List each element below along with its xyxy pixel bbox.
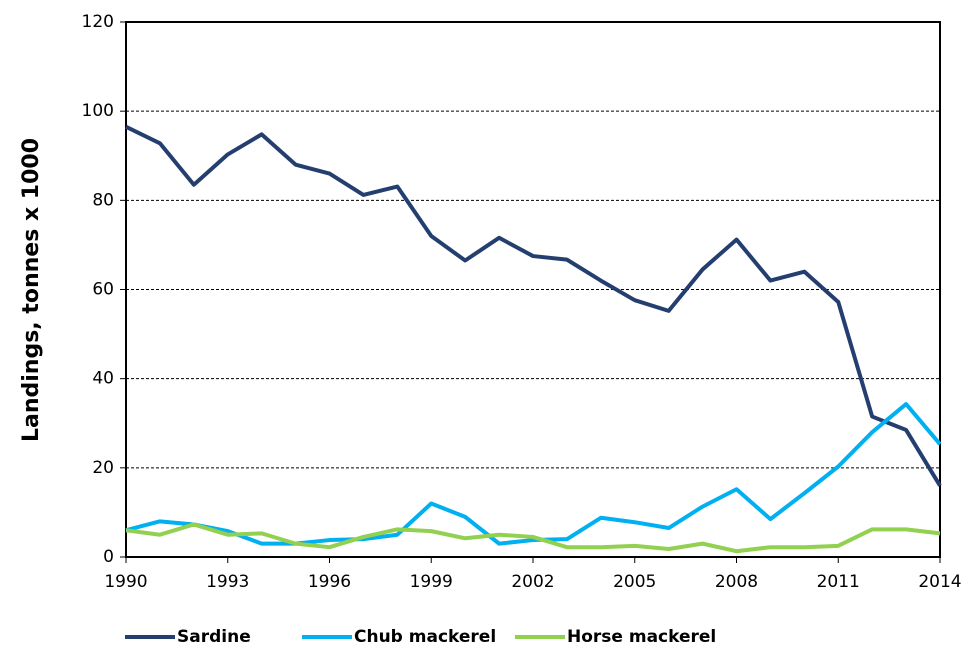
y-tick-label: 20 <box>92 458 114 478</box>
y-tick-label: 120 <box>82 12 114 32</box>
plot-frame <box>125 21 941 558</box>
y-tick-label: 60 <box>92 280 114 300</box>
series-line <box>125 124 942 487</box>
x-tick-label: 2011 <box>817 572 860 592</box>
x-tick-label: 2014 <box>918 572 961 592</box>
y-tick-label: 80 <box>92 190 114 210</box>
x-tick-label: 1999 <box>410 572 453 592</box>
y-tick-label: 0 <box>103 547 114 567</box>
series-line <box>125 402 942 546</box>
y-tick-label: 100 <box>82 101 114 121</box>
x-tick-label: 1996 <box>308 572 351 592</box>
x-tick-label: 2008 <box>715 572 758 592</box>
legend-label: Horse mackerel <box>567 627 716 647</box>
y-axis-label: Landings, tonnes x 1000 <box>19 138 44 442</box>
x-tick-label: 2005 <box>613 572 656 592</box>
legend-label: Chub mackerel <box>354 627 496 647</box>
legend-label: Sardine <box>177 627 251 647</box>
x-tick-label: 1990 <box>104 572 147 592</box>
series-line <box>125 522 941 554</box>
x-tick-label: 2002 <box>511 572 554 592</box>
x-tick-label: 1993 <box>206 572 249 592</box>
y-tick-label: 40 <box>92 369 114 389</box>
